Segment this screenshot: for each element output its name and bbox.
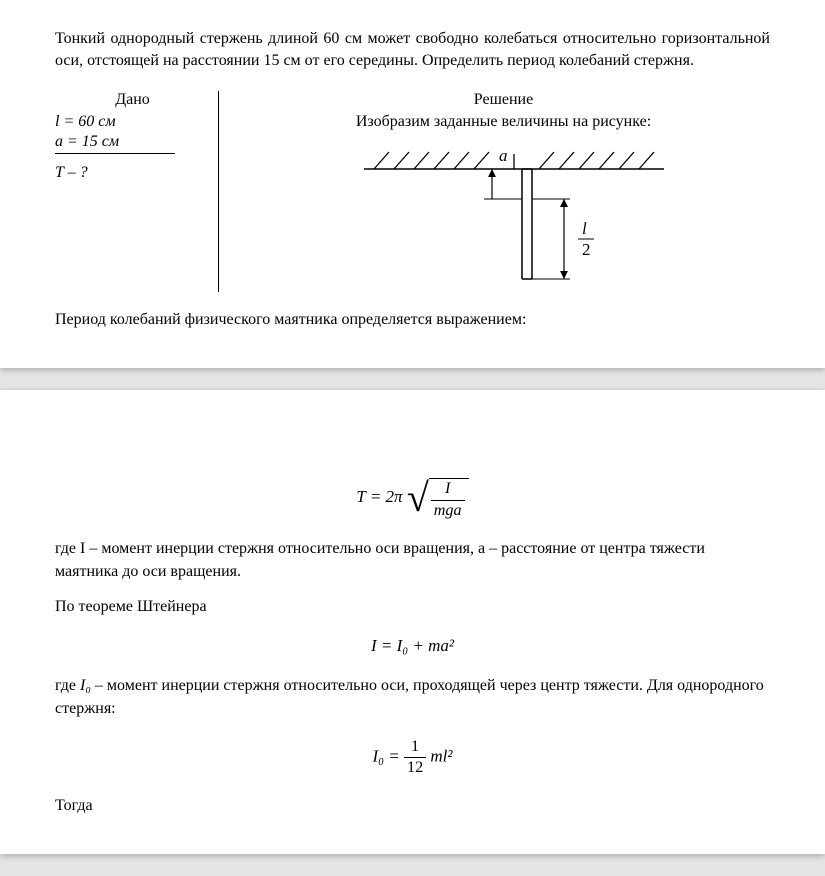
page2-para3: где I₀ – момент инерции стержня относите… (55, 674, 770, 720)
formula-I0-num: 1 (404, 739, 426, 758)
formula-I0-lhs: I₀ = (372, 746, 404, 765)
pendulum-diagram: a l 2 (324, 139, 684, 284)
formula-I0-den: 12 (404, 758, 426, 776)
diagram-l2-den: 2 (582, 240, 591, 259)
given-solution-block: Дано l = 60 см a = 15 см T – ? Решение И… (55, 91, 770, 292)
solution-column: Решение Изобразим заданные величины на р… (219, 91, 770, 292)
formula-steiner: I = I₀ + ma² (55, 636, 770, 656)
para3-prefix: где (55, 677, 80, 694)
formula-I0: I₀ = 1 12 ml² (55, 739, 770, 776)
para3-I0: I₀ (80, 677, 91, 694)
diagram-a-label: a (499, 146, 508, 165)
page-2: T = 2π √ I mga где I – момент инерции ст… (0, 390, 825, 854)
given-title: Дано (55, 91, 210, 109)
page2-para1: где I – момент инерции стержня относител… (55, 537, 770, 583)
diagram-l2-num: l (582, 219, 587, 238)
page2-para4: Тогда (55, 794, 770, 817)
given-a: a = 15 см (55, 133, 210, 151)
formula-period-lhs: T = 2π (356, 487, 402, 506)
sqrt-icon: √ I mga (407, 478, 469, 518)
page2-para2: По теореме Штейнера (55, 595, 770, 618)
page1-para1: Период колебаний физического маятника оп… (55, 308, 770, 331)
formula-period-num: I (431, 481, 465, 500)
para3-rest: – момент инерции стержня относительно ос… (55, 677, 764, 717)
unknown: T – ? (55, 164, 210, 182)
given-l: l = 60 см (55, 113, 210, 131)
formula-period-den: mga (431, 501, 465, 519)
formula-I0-rhs: ml² (430, 746, 452, 765)
given-divider (55, 153, 175, 154)
page-1: Тонкий однородный стержень длиной 60 см … (0, 0, 825, 368)
solution-caption: Изобразим заданные величины на рисунке: (237, 113, 770, 131)
given-column: Дано l = 60 см a = 15 см T – ? (55, 91, 219, 292)
formula-period: T = 2π √ I mga (55, 478, 770, 518)
solution-title: Решение (237, 91, 770, 109)
problem-statement: Тонкий однородный стержень длиной 60 см … (55, 28, 770, 71)
